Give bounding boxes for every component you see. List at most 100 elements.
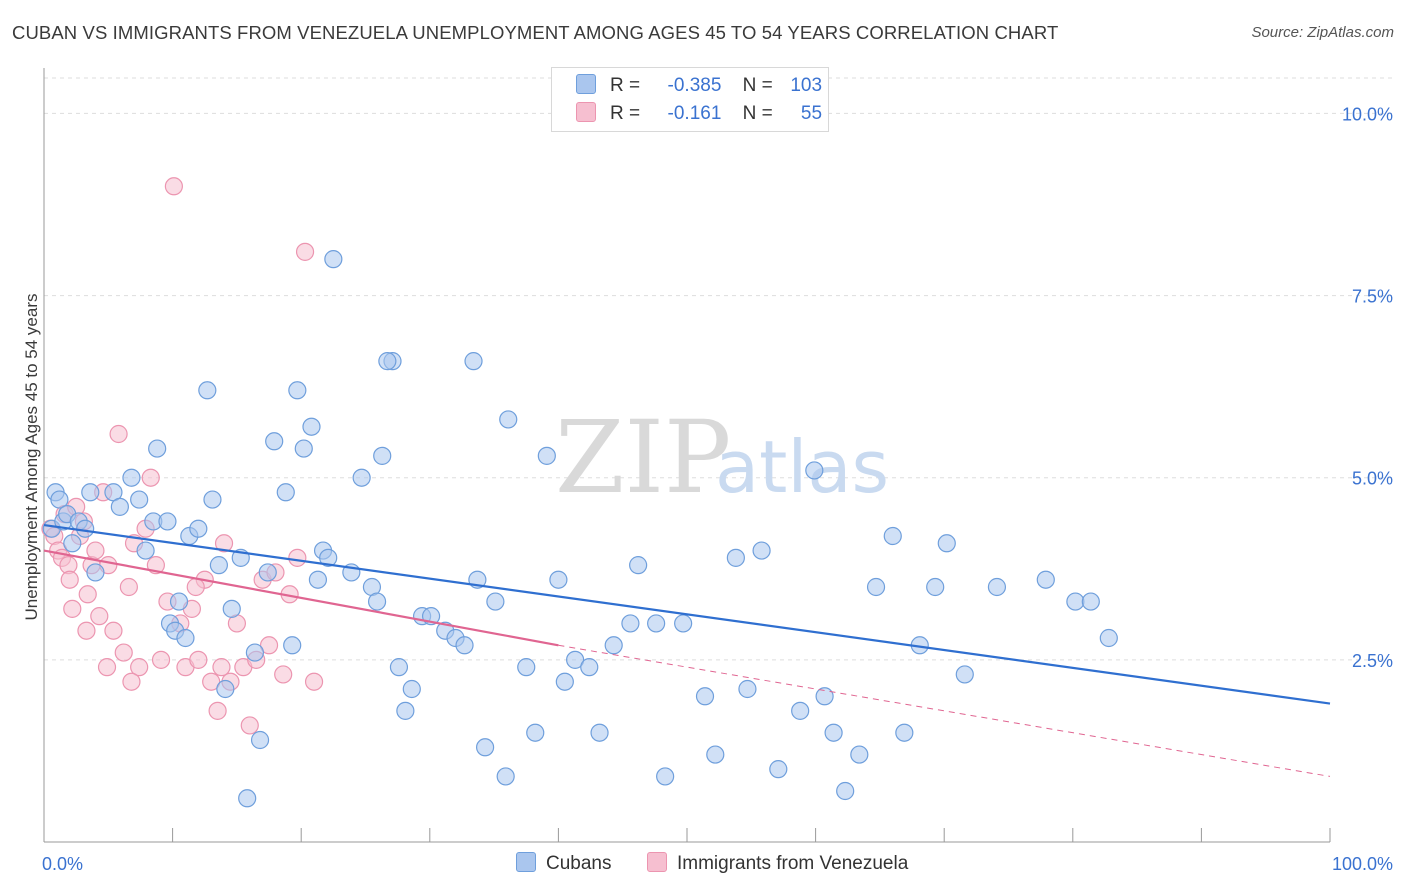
cuban-point [752, 541, 771, 560]
cuban-point [294, 439, 313, 458]
cuban-point [706, 745, 725, 764]
cuban-point [604, 636, 623, 655]
cuban-point [308, 570, 328, 589]
venezuela-point [212, 658, 231, 677]
venezuela-point [186, 577, 205, 597]
venezuela-point [214, 534, 234, 553]
cuban-point [475, 738, 495, 757]
cuban-point [209, 556, 228, 575]
cuban-point [455, 636, 474, 655]
cuban-point [791, 701, 810, 720]
cuban-point [836, 781, 855, 801]
venezuela-point [104, 621, 123, 640]
cuban-point [815, 687, 834, 706]
cuban-point [265, 432, 284, 451]
venezuela-point [274, 665, 293, 684]
venezuela-point [141, 468, 160, 487]
legend-swatch-pink [576, 102, 596, 122]
cuban-point [148, 439, 167, 458]
legend-item-venezuela[interactable]: Immigrants from Venezuela [647, 852, 908, 875]
venezuela-point [78, 585, 97, 604]
venezuela-point [240, 716, 259, 735]
venezuela-point [259, 636, 279, 655]
venezuela-point [109, 424, 128, 444]
legend-n-value: 55 [800, 103, 823, 124]
cuban-point [937, 534, 956, 553]
series-venezuela-points [41, 177, 324, 735]
cuban-point [302, 417, 321, 436]
cuban-point [955, 665, 974, 684]
cuban-point [238, 789, 257, 808]
cuban-point [674, 614, 693, 633]
cuban-point [258, 563, 277, 582]
x-tick-label-max: 100.0% [1332, 854, 1393, 874]
cuban-point [895, 723, 914, 742]
cuban-point [276, 483, 295, 502]
cuban-point [63, 534, 82, 553]
legend-row-venezuela: R = -0.161 N = 55 [576, 102, 822, 126]
cuban-point [76, 519, 95, 538]
cuban-point [352, 468, 371, 487]
cuban-point [726, 548, 745, 567]
legend-r-label: R = [610, 75, 641, 96]
cuban-point [647, 614, 666, 633]
cuban-point [283, 636, 302, 655]
cuban-point [81, 483, 100, 502]
cuban-point [486, 592, 505, 611]
cuban-point [136, 541, 155, 560]
legend-n-label: N = [742, 75, 773, 96]
cuban-point [866, 577, 886, 597]
y-tick-labels: 2.5% 5.0% 7.5% 10.0% [1342, 104, 1393, 670]
trend-line-venezuela-extrapolated [558, 644, 1331, 777]
legend-row-cubans: R = -0.385 N = 103 [576, 74, 822, 98]
watermark-zip: ZIP [555, 399, 731, 516]
cuban-point [464, 352, 483, 371]
trend-lines [43, 523, 1331, 777]
legend-n-value: 103 [790, 75, 823, 96]
venezuela-point [86, 541, 105, 560]
cuban-point [555, 672, 574, 691]
cuban-point [110, 497, 129, 516]
source-label: Source: ZipAtlas.com [1251, 24, 1394, 41]
venezuela-point [63, 599, 82, 618]
y-tick-label: 5.0% [1352, 469, 1393, 489]
venezuela-point [119, 577, 138, 597]
cuban-point [769, 760, 788, 779]
cuban-point [850, 745, 869, 764]
cuban-point [169, 592, 189, 611]
cuban-point [216, 679, 235, 699]
cuban-point [50, 490, 69, 509]
cuban-point [245, 643, 265, 662]
cuban-point [122, 468, 141, 487]
cuban-point [198, 381, 217, 400]
legend-n-label: N = [742, 103, 773, 124]
cuban-point [189, 519, 208, 538]
trend-line-cubans [43, 523, 1331, 705]
legend-item-cubans[interactable]: Cubans [516, 852, 612, 875]
legend-label-venezuela: Immigrants from Venezuela [677, 853, 909, 874]
cuban-point [499, 410, 518, 429]
series-cubans-points [42, 250, 1118, 808]
cuban-point [288, 381, 307, 400]
cuban-point [367, 592, 387, 611]
cuban-point [203, 490, 222, 509]
cuban-point [402, 679, 421, 699]
venezuela-point [304, 672, 324, 691]
venezuela-point [90, 607, 109, 626]
cuban-point [250, 730, 270, 750]
cuban-point [566, 650, 585, 669]
cuban-point [1066, 592, 1085, 611]
y-tick-label: 10.0% [1342, 104, 1393, 124]
cuban-point [1099, 628, 1118, 648]
legend-r-value: -0.385 [667, 75, 722, 96]
cuban-point [883, 526, 902, 546]
legend-swatch-blue [516, 852, 536, 872]
cuban-point [621, 614, 640, 633]
cuban-point [373, 446, 392, 465]
venezuela-point [151, 650, 171, 669]
cuban-point [526, 723, 545, 742]
cuban-point [629, 556, 648, 575]
cuban-point [590, 723, 609, 742]
cuban-point [86, 563, 105, 582]
